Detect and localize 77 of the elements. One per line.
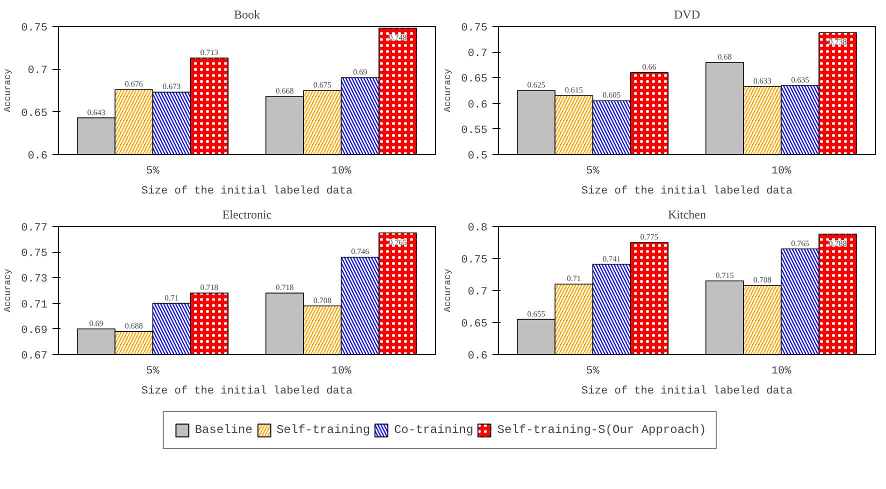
x-tick-label: 5%: [586, 366, 600, 378]
data-label: 0.718: [200, 283, 218, 292]
legend-label: Self-training-S(Our Approach): [497, 423, 706, 437]
y-tick-label: 0.65: [461, 318, 488, 330]
x-tick-label: 5%: [586, 166, 600, 178]
data-label: 0.69: [353, 68, 368, 77]
data-label: 0.746: [351, 247, 370, 256]
y-tick-label: 0.7: [28, 65, 48, 78]
data-label: 0.765: [388, 238, 407, 247]
data-label: 0.71: [566, 274, 581, 284]
x-axis-title: Size of the initial labeled data: [141, 386, 354, 398]
y-tick-label: 0.8: [468, 222, 488, 234]
data-label: 0.673: [162, 82, 181, 92]
data-label: 0.765: [791, 238, 810, 248]
x-axis-title: Size of the initial labeled data: [581, 386, 794, 398]
data-label: 0.625: [527, 80, 546, 90]
data-label: 0.643: [87, 108, 106, 117]
chart-title: Kitchen: [668, 208, 706, 222]
y-tick-label: 0.71: [21, 299, 48, 312]
y-tick-label: 0.65: [461, 74, 488, 86]
y-tick-label: 0.55: [461, 124, 488, 137]
data-label: 0.633: [753, 76, 772, 86]
data-label: 0.708: [753, 275, 772, 284]
y-axis-title: Accuracy: [3, 68, 14, 112]
y-axis-title: Accuracy: [3, 268, 14, 312]
x-tick-label: 10%: [771, 166, 792, 178]
y-tick-label: 0.75: [461, 22, 488, 34]
x-axis-title: Size of the initial labeled data: [581, 186, 794, 198]
y-tick-label: 0.6: [28, 150, 48, 162]
data-label: 0.615: [564, 86, 583, 95]
y-tick-label: 0.6: [468, 350, 488, 362]
y-axis-title: Accuracy: [443, 68, 454, 112]
data-label: 0.688: [124, 321, 143, 330]
x-tick-label: 10%: [331, 166, 352, 178]
legend-label: Self-training: [276, 423, 370, 437]
data-label: 0.788: [828, 239, 847, 248]
data-label: 0.66: [642, 62, 656, 72]
y-tick-label: 0.67: [21, 350, 48, 362]
data-label: 0.668: [276, 86, 294, 96]
data-label: 0.715: [716, 270, 734, 280]
data-label: 0.675: [313, 80, 332, 90]
chart-title: Book: [234, 8, 260, 22]
x-axis-title: Size of the initial labeled data: [141, 186, 354, 198]
y-tick-label: 0.75: [461, 254, 488, 266]
y-tick-label: 0.69: [21, 324, 48, 337]
data-label: 0.741: [602, 254, 621, 264]
data-label: 0.655: [527, 309, 546, 318]
data-label: 0.635: [791, 75, 810, 84]
y-tick-label: 0.75: [21, 248, 48, 260]
data-label: 0.676: [124, 80, 143, 89]
y-tick-label: 0.7: [468, 286, 488, 298]
chart-title: Electronic: [222, 208, 272, 222]
x-tick-label: 10%: [331, 366, 352, 378]
y-tick-label: 0.73: [21, 274, 48, 286]
y-axis-title: Accuracy: [443, 268, 454, 312]
data-label: 0.775: [640, 232, 658, 242]
chart-title: DVD: [674, 8, 700, 22]
data-label: 0.71: [164, 293, 179, 302]
data-label: 0.68: [718, 52, 732, 62]
x-tick-label: 5%: [146, 366, 160, 378]
y-tick-label: 0.7: [468, 48, 488, 60]
legend-label: Co-training: [394, 423, 474, 437]
data-label: 0.748: [388, 33, 407, 42]
data-label: 0.713: [200, 48, 218, 58]
x-tick-label: 5%: [146, 166, 160, 178]
x-tick-label: 10%: [771, 366, 792, 378]
data-label: 0.708: [313, 296, 332, 305]
legend-label: Baseline: [194, 423, 252, 437]
data-label: 0.718: [276, 283, 294, 292]
data-label: 0.69: [89, 318, 104, 328]
y-tick-label: 0.5: [468, 150, 488, 162]
data-label: 0.605: [602, 90, 621, 100]
y-tick-label: 0.77: [21, 222, 48, 234]
y-tick-label: 0.65: [21, 108, 48, 120]
data-label: 0.738: [828, 38, 847, 47]
y-tick-label: 0.6: [468, 99, 488, 112]
y-tick-label: 0.75: [21, 22, 48, 34]
